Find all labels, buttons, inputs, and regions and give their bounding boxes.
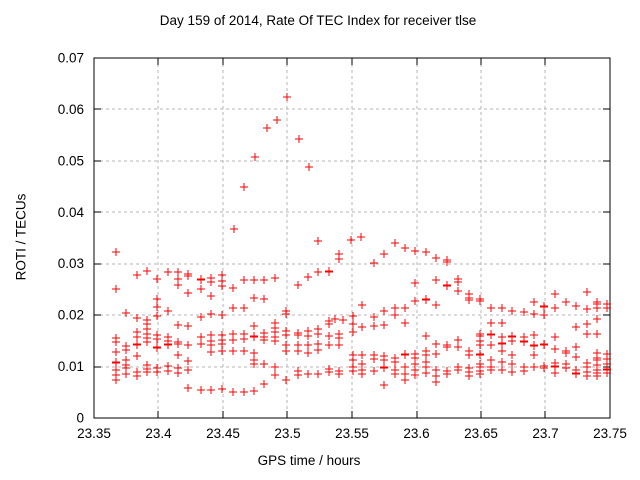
x-tick-label: 23.35	[77, 426, 111, 441]
x-tick-label: 23.5	[274, 426, 300, 441]
y-tick-label: 0.07	[58, 51, 84, 66]
x-tick-label: 23.55	[335, 426, 369, 441]
gridlines	[94, 58, 610, 418]
y-axis-label: ROTI / TECUs	[13, 193, 29, 281]
x-axis-label: GPS time / hours	[257, 453, 361, 468]
y-tick-label: 0.03	[58, 256, 84, 271]
y-tick-label: 0	[76, 411, 84, 426]
x-tick-label: 23.7	[532, 426, 558, 441]
y-tick-label: 0.01	[58, 359, 84, 374]
y-tick-label: 0.02	[58, 308, 84, 323]
chart-title: Day 159 of 2014, Rate Of TEC Index for r…	[159, 13, 477, 28]
y-tick-label: 0.05	[58, 153, 84, 168]
axes-frame	[93, 57, 611, 419]
x-tick-label: 23.45	[206, 426, 240, 441]
tick-labels: 23.35 23.4 23.45 23.5 23.55 23.6 23.65 23.7 23.7…	[58, 51, 627, 442]
y-tick-label: 0.06	[58, 102, 84, 117]
x-tick-label: 23.4	[145, 426, 172, 441]
x-tick-label: 23.65	[464, 426, 498, 441]
scatter-points	[112, 93, 611, 396]
x-tick-label: 23.75	[593, 426, 627, 441]
y-tick-label: 0.04	[58, 205, 85, 220]
x-tick-label: 23.6	[403, 426, 429, 441]
